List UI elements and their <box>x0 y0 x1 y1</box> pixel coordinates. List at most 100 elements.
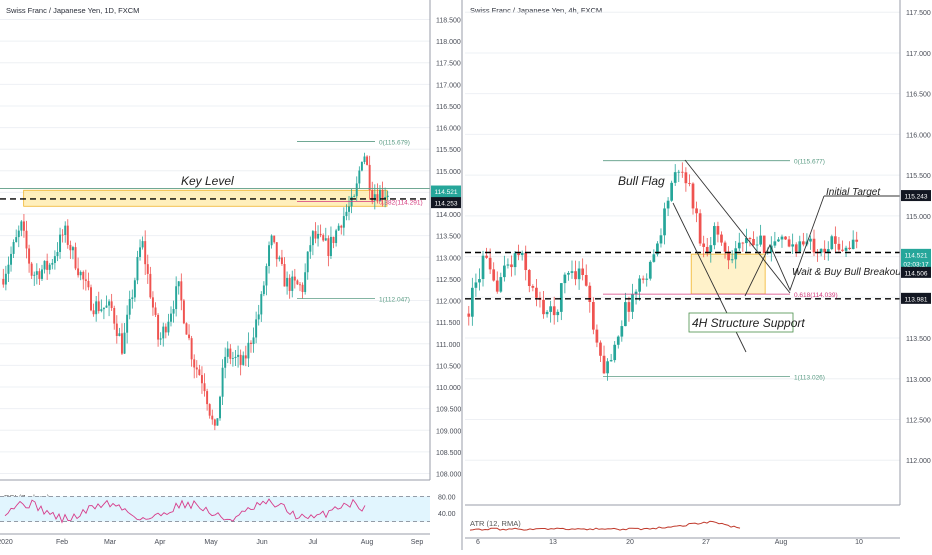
candle <box>648 260 652 281</box>
candle <box>206 388 209 411</box>
candle-body <box>340 225 343 228</box>
candle-body <box>12 242 15 254</box>
candle-body <box>848 247 851 250</box>
candle-body <box>574 271 577 280</box>
rsi-tick-label: 80.00 <box>438 494 456 501</box>
candle <box>798 235 802 254</box>
candle <box>190 335 193 367</box>
candle <box>819 248 823 257</box>
candle <box>705 237 709 257</box>
right-chart-panel[interactable]: Swiss Franc / Japanese Yen, 4h, FXCM 0(1… <box>465 0 931 546</box>
candle <box>574 260 577 286</box>
candle-body <box>787 239 791 247</box>
candle <box>542 290 545 319</box>
left-price-axis[interactable]: 118.500 118.000 117.500 117.000 116.500 116.0… <box>0 0 461 481</box>
candle-body <box>467 313 471 317</box>
candle-body <box>198 369 201 376</box>
candle <box>837 236 841 253</box>
candle-body <box>231 358 234 359</box>
price-tag-bg <box>901 190 931 202</box>
candle <box>164 323 167 339</box>
candle-body <box>691 183 695 209</box>
price-tag: 114.521 <box>431 185 461 197</box>
candle-body <box>7 264 10 274</box>
candle <box>631 283 634 320</box>
candle-body <box>752 239 755 246</box>
price-tick-label: 109.000 <box>436 428 461 435</box>
price-tick-label: 115.000 <box>436 169 461 176</box>
right-fibonacci[interactable]: 0(115.677) 0.618(114.039) 1(113.026) <box>603 159 838 382</box>
right-time-axis[interactable]: 6 13 20 27 Aug 10 <box>476 539 863 546</box>
candle <box>244 345 247 367</box>
price-tag-text: 114.521 <box>904 252 927 259</box>
candle-body <box>666 200 670 209</box>
candle-body <box>296 280 299 285</box>
right-horizontal-lines[interactable] <box>465 251 900 300</box>
candle <box>485 247 488 259</box>
right-candles <box>467 162 859 381</box>
candle <box>848 241 851 251</box>
candle <box>175 276 178 317</box>
left-chart-panel[interactable]: Swiss Franc / Japanese Yen, 1D, FXCM 0(1… <box>0 0 461 546</box>
candle-body <box>301 284 304 292</box>
candle <box>226 341 229 364</box>
candle-body <box>656 243 659 255</box>
candle-body <box>648 261 652 279</box>
candle-body <box>638 278 641 292</box>
candle-body <box>157 314 160 340</box>
key-level-label: Key Level <box>181 174 234 188</box>
left-horizontal-lines[interactable] <box>0 188 430 200</box>
candle-body <box>306 251 309 273</box>
candle-body <box>353 196 356 197</box>
candle-body <box>314 231 317 239</box>
time-tick-label: Aug <box>775 539 788 546</box>
candle <box>698 209 702 246</box>
candle-body <box>584 275 588 286</box>
candle <box>126 305 129 344</box>
rsi-band <box>0 496 430 522</box>
candle-body <box>182 300 185 324</box>
rsi-line[interactable] <box>4 498 366 524</box>
atr-line[interactable] <box>469 520 741 531</box>
candle-body <box>180 281 183 301</box>
candle-body <box>249 342 252 345</box>
left-fibonacci[interactable]: 0(115.679) 0.382(114.291) 1(112.047) <box>297 139 423 304</box>
atr-pane[interactable]: ATR (12, RMA) <box>465 519 900 539</box>
candle <box>280 249 283 266</box>
candle-body <box>495 280 499 292</box>
candle <box>499 272 503 293</box>
candle-body <box>92 310 95 315</box>
time-tick-label: 20 <box>626 539 634 546</box>
candle-body <box>470 287 474 317</box>
projected-path[interactable] <box>744 195 825 297</box>
left-time-axis[interactable]: 2020 Feb Mar Apr May Jun Jul Aug Sep <box>0 539 423 546</box>
candle <box>481 250 485 287</box>
right-drawings[interactable] <box>672 159 900 353</box>
price-tick-label: 113.000 <box>906 377 931 384</box>
candle-body <box>524 252 528 271</box>
candle <box>745 228 748 252</box>
price-tick-label: 113.500 <box>906 336 931 343</box>
candle-body <box>652 254 656 262</box>
candle-body <box>213 419 216 426</box>
price-tag: 02:03:17 <box>901 257 931 269</box>
candle-body <box>79 271 82 276</box>
candle <box>599 340 602 363</box>
candle <box>762 235 766 254</box>
candle <box>2 268 5 288</box>
candle-body <box>33 274 36 276</box>
candle-body <box>252 337 255 345</box>
candle-body <box>358 170 361 184</box>
candle-body <box>670 182 673 201</box>
candle <box>123 322 126 355</box>
flag-channel-top[interactable] <box>684 159 791 294</box>
price-tag: 115.243 <box>901 190 931 202</box>
candle-body <box>38 271 41 279</box>
candle-body <box>506 264 510 266</box>
candle-body <box>193 359 196 368</box>
candle-body <box>244 355 247 359</box>
fib-level-label: 0(115.679) <box>379 139 410 146</box>
